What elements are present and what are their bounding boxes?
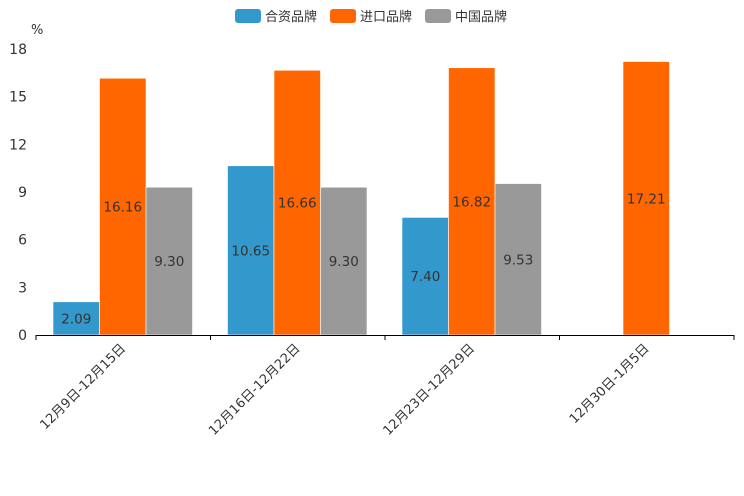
bar-series0-cat1[interactable] xyxy=(227,165,275,336)
bar-data-label: 9.30 xyxy=(329,254,359,270)
bar-data-label: 16.16 xyxy=(103,200,142,216)
legend-label-1[interactable]: 进口品牌 xyxy=(360,9,412,25)
bar-series1-cat1[interactable] xyxy=(273,69,321,336)
bar-data-label: 9.53 xyxy=(503,252,533,268)
legend-swatch-1[interactable] xyxy=(330,9,356,23)
y-tick-label: 6 xyxy=(18,233,27,249)
legend-swatch-0[interactable] xyxy=(235,9,261,23)
bar-data-label: 2.09 xyxy=(61,311,91,327)
y-tick-label: 0 xyxy=(18,328,27,344)
bars xyxy=(52,61,670,336)
y-tick-label: 12 xyxy=(9,137,27,153)
bar-series1-cat2[interactable] xyxy=(448,67,496,336)
bar-data-labels: 2.09 16.16 9.30 10.65 16.66 9.30 7.40 16.82 9.53… xyxy=(61,191,665,327)
y-axis: 0 3 6 9 12 15 18 xyxy=(9,42,27,344)
bar-data-label: 10.65 xyxy=(231,243,270,259)
legend-swatch-2[interactable] xyxy=(425,9,451,23)
y-axis-unit-label: % xyxy=(31,23,43,38)
x-category-label: 12月30日-1月5日 xyxy=(567,341,653,427)
y-tick-label: 3 xyxy=(18,280,27,296)
bar-series2-cat1[interactable] xyxy=(320,186,368,336)
legend-label-0[interactable]: 合资品牌 xyxy=(265,9,317,25)
bar-data-label: 17.21 xyxy=(627,191,666,207)
x-category-label: 12月9日-12月15日 xyxy=(37,341,129,433)
bar-data-label: 16.82 xyxy=(452,194,491,210)
bar-data-label: 7.40 xyxy=(410,269,440,285)
x-axis: 12月9日-12月15日 12月16日-12月22日 12月23日-12月29日 12… xyxy=(35,335,735,439)
bar-series0-cat0[interactable] xyxy=(52,301,100,336)
bar-series1-cat0[interactable] xyxy=(99,77,147,336)
x-category-label: 12月16日-12月22日 xyxy=(206,341,303,438)
x-category-label: 12月23日-12月29日 xyxy=(381,341,478,438)
legend: 合资品牌 进口品牌 中国品牌 xyxy=(235,9,507,25)
bar-series2-cat0[interactable] xyxy=(145,186,193,336)
legend-label-2[interactable]: 中国品牌 xyxy=(455,9,507,25)
bar-data-label: 9.30 xyxy=(154,254,184,270)
bar-data-label: 16.66 xyxy=(278,196,317,212)
bar-series1-cat3[interactable] xyxy=(622,61,670,336)
y-tick-label: 9 xyxy=(18,185,27,201)
y-tick-label: 15 xyxy=(9,90,27,106)
y-tick-label: 18 xyxy=(9,42,27,58)
